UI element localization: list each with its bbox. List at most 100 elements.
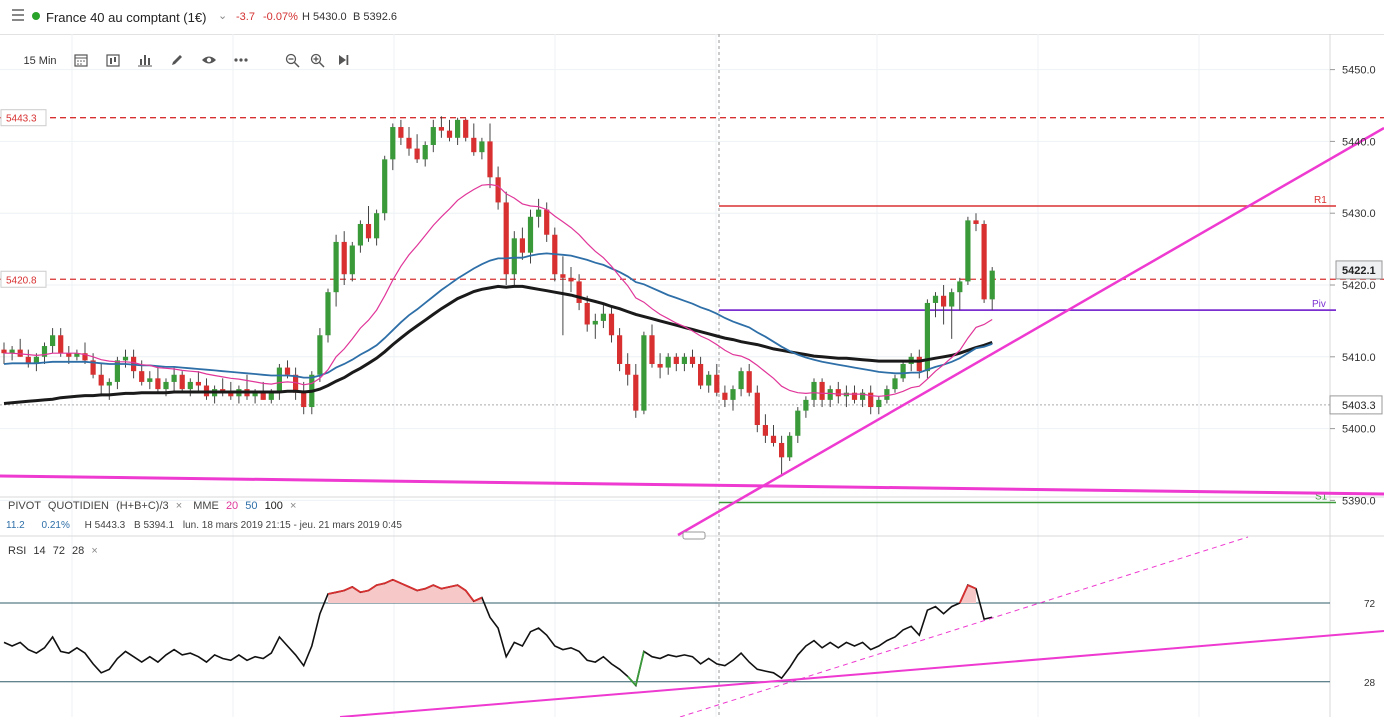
menu-icon[interactable] [12,9,24,21]
candle-body [139,371,145,382]
legend-pivot-period: QUOTIDIEN [47,500,109,512]
candle-body [357,223,363,246]
zoom-out-icon[interactable] [285,50,303,72]
legend-pivot-name: PIVOT [8,500,41,512]
candle-body [446,130,453,138]
candle-body [625,363,631,375]
zoom-in-icon[interactable] [310,50,328,72]
info-low: B 5394.1 [134,520,175,531]
candle-body [74,353,80,357]
candle-body [681,356,687,364]
candle-body [584,302,590,325]
legend-rsi[interactable]: RSI 14 72 28 × [8,545,98,557]
candle-body [422,144,428,160]
rsi-overbought-fill [328,579,482,603]
price-tick-label: 5390.0 [1342,495,1376,507]
trendline-horizontal [0,474,1384,496]
candle-body [932,295,939,303]
candle-body [66,353,72,357]
candle-body [228,392,234,397]
interval-selector[interactable]: 15 Min [23,55,57,67]
play-icon[interactable] [336,50,352,72]
calendar-icon[interactable] [74,50,92,72]
candle-body [195,381,201,386]
candle-body [438,127,444,131]
candle-body [317,335,323,375]
legend-pivot-close-icon[interactable]: × [175,500,183,512]
candle-body [746,371,752,393]
legend-mme20: 20 [225,500,239,512]
pivot-label: Piv [1312,299,1326,310]
price-tick-label: 5440.0 [1342,136,1376,148]
legend-rsi-close-icon[interactable]: × [91,545,98,557]
candle-body [50,335,56,347]
candle-body [536,209,542,217]
pivot-r1-label: R1 [1314,195,1327,206]
candle-body [673,356,679,364]
candle-body [495,177,501,203]
ref-line-label-box [0,270,47,288]
more-icon[interactable] [233,50,251,72]
candle-body [795,410,801,436]
candle-body [252,392,258,397]
candle-style-icon[interactable] [106,50,124,72]
rsi-overbought-segment [384,578,394,585]
candle-body [706,374,712,386]
candle-body [770,435,777,443]
top-bar: France 40 au comptant (1€) ⌄ -3.7 -0.07%… [0,0,1384,35]
eye-icon[interactable] [201,50,219,72]
bar-chart-icon[interactable] [138,50,156,72]
candle-body [382,159,388,214]
candle-body [981,223,987,300]
pencil-icon[interactable] [170,50,188,72]
high-line-label-box [0,109,47,127]
candle-body [187,381,193,390]
chevron-down-icon[interactable]: ⌄ [218,10,228,22]
candle-body [58,335,64,354]
candle-body [949,292,955,307]
pivot-s1-label: S1 [1315,492,1328,503]
candle-body [406,137,412,149]
candle-body [333,241,339,293]
rsi-overbought-segment [416,587,426,592]
candle-body [430,127,436,145]
rsi-overbought-segment [449,584,458,588]
candle-body [730,389,736,400]
candle-body [924,302,930,372]
legend-mme-name: MME [193,500,219,512]
crosshair-price-label: 5403.3 [1342,400,1376,412]
rsi-overbought-segment [441,586,450,590]
candle-body [293,374,299,393]
rsi-overbought-segment [376,582,385,586]
crosshair-price-badge [1329,395,1383,415]
price-tick-label: 5430.0 [1342,208,1376,220]
instrument-title[interactable]: France 40 au comptant (1€) [46,10,207,25]
candle-body [803,399,809,411]
mme20-line [4,183,993,397]
legend-pivot[interactable]: PIVOT QUOTIDIEN (H+B+C)/3 × MME 20 50 10… [8,500,296,512]
candle-body [876,399,882,408]
rsi-upper-label: 72 [1364,599,1376,610]
rsi-overbought-segment [424,584,434,590]
candle-body [284,367,291,375]
candle-body [633,374,639,411]
candle-body [82,353,88,361]
candle-body [957,281,963,293]
candle-body [41,346,48,357]
legend-pivot-formula: (H+B+C)/3 [116,500,169,512]
candle-body [665,356,671,368]
price-chart[interactable]: R1 Piv S1 5443.3 5420.8 5450.0 5440.0 5430.0 54… [0,34,1384,717]
legend-mme100: 100 [264,500,283,512]
candle-body [568,277,574,282]
candle-body [787,435,793,458]
candle-body [9,349,15,354]
price-tick-label: 5450.0 [1342,65,1376,77]
candle-body [341,241,347,275]
candle-body [714,374,720,393]
price-tick-label: 5420.0 [1342,280,1376,292]
candle-body [560,274,566,278]
legend-mme-close-icon[interactable]: × [289,500,297,512]
candle-body [349,245,355,275]
info-row: 11.2 0.21% H 5443.3 B 5394.1 lun. 18 mar… [6,520,402,531]
candle-body [600,313,606,321]
